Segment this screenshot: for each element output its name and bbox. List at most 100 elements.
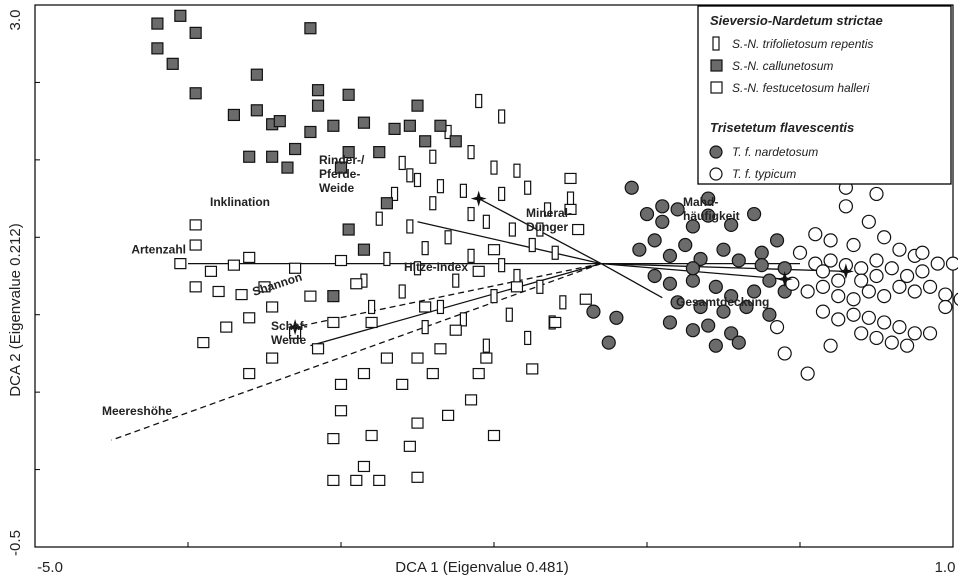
scatter-point-square [411, 417, 424, 429]
scatter-point-square [189, 281, 202, 293]
scatter-point-circle [716, 242, 731, 257]
scatter-point-square [390, 186, 399, 202]
scatter-point-square [421, 241, 429, 256]
scatter-point-square [498, 258, 506, 273]
scatter-point-square [289, 262, 302, 274]
scatter-point-circle [662, 276, 678, 291]
legend-marker-square [712, 36, 720, 51]
scatter-point-square [304, 22, 317, 35]
scatter-point-square [212, 285, 225, 298]
scatter-point-square [472, 265, 485, 277]
scatter-point-square [250, 104, 263, 117]
vector-label-line: Dünger [526, 220, 568, 234]
data-points [151, 9, 958, 487]
scatter-point-circle [854, 326, 869, 341]
scatter-point-circle [647, 268, 662, 284]
scatter-point-square [266, 150, 279, 163]
scatter-point-circle [716, 304, 731, 319]
scatter-point-circle [586, 304, 601, 319]
scatter-point-square [151, 17, 164, 30]
vector-label-line: Weide [271, 333, 306, 347]
scatter-point-square [549, 316, 562, 329]
scatter-point-circle [609, 310, 624, 325]
scatter-point-circle [601, 335, 616, 350]
vector-label: Rinder-/Pferde-Weide [319, 153, 365, 195]
vector-label-line: Inklination [210, 195, 270, 209]
scatter-point-circle [930, 256, 945, 271]
scatter-point-square [436, 299, 445, 315]
vector-label-line: Hitze-Index [404, 260, 468, 274]
scatter-point-circle [769, 320, 785, 335]
legend-item-label: T. f. typicum [732, 167, 796, 181]
scatter-point-square [513, 268, 521, 284]
scatter-point-circle [815, 264, 831, 279]
scatter-point-square [419, 301, 432, 313]
legend-item-label: S.-N. festucetosum halleri [732, 81, 870, 95]
legend-marker-square [710, 81, 723, 94]
scatter-point-circle [800, 366, 815, 381]
scatter-point-square [510, 281, 524, 293]
vector-label-line: Artenzahl [131, 243, 186, 257]
scatter-point-circle [869, 268, 884, 284]
legend-group-title-2: Trisetetum flavescentis [710, 120, 854, 135]
x-axis: -5.0 1.0 DCA 1 (Eigenvalue 0.481) [34, 542, 956, 576]
scatter-point-square [429, 196, 437, 211]
scatter-point-circle [854, 273, 869, 288]
vector-label: Hitze-Index [404, 260, 468, 274]
scatter-point-circle [662, 315, 678, 330]
scatter-point-circle [915, 245, 930, 260]
scatter-point-circle [907, 326, 922, 341]
scatter-point-square [411, 99, 424, 112]
scatter-point-square [467, 248, 475, 263]
scatter-point-square [357, 460, 371, 473]
environmental-vectors [111, 197, 846, 441]
legend-group-title-1: Sieversio-Nardetum strictae [710, 13, 883, 28]
scatter-point-square [406, 219, 414, 234]
vector-label: Artenzahl [131, 243, 186, 257]
scatter-point-circle [823, 338, 838, 353]
vector-label: Mineral-Dünger [526, 206, 572, 234]
scatter-point-circle [731, 253, 746, 268]
scatter-point-circle [815, 279, 831, 294]
scatter-point-square [564, 203, 577, 216]
scatter-point-square [304, 290, 317, 302]
scatter-point-square [413, 261, 422, 276]
scatter-point-square [426, 367, 439, 380]
scatter-point-circle [846, 292, 861, 307]
scatter-point-circle [831, 273, 846, 288]
scatter-point-square [281, 161, 294, 174]
vector-label-line: Shannon [251, 270, 304, 299]
scatter-point-square [334, 405, 348, 417]
scatter-point-circle [808, 227, 823, 242]
scatter-point-circle [800, 284, 815, 299]
scatter-point-circle [938, 299, 953, 315]
scatter-point-circle [892, 279, 907, 294]
vector-line [310, 262, 602, 347]
x-ticks [34, 542, 954, 547]
scatter-point-square [350, 278, 363, 290]
scatter-point-square [467, 206, 475, 222]
scatter-point-square [551, 245, 559, 260]
scatter-point-square [459, 183, 467, 198]
x-tick-label-max: 1.0 [935, 559, 956, 576]
scatter-point-square [227, 259, 240, 271]
scatter-point-circle [655, 199, 670, 214]
scatter-point-square [166, 57, 179, 70]
scatter-point-circle [701, 191, 716, 206]
scatter-point-circle [884, 335, 899, 350]
scatter-point-circle [769, 233, 785, 248]
vector-label: Schaf-Weide [271, 319, 308, 347]
scatter-point-circle [861, 310, 876, 325]
scatter-point-circle [731, 335, 746, 350]
scatter-point-square [442, 409, 455, 421]
scatter-point-circle [708, 279, 723, 294]
scatter-point-circle [724, 326, 739, 341]
scatter-point-square [327, 474, 340, 487]
scatter-point-square [174, 258, 187, 270]
scatter-point-square [411, 352, 424, 364]
legend-item-label: S.-N. callunetosum [732, 59, 833, 73]
scatter-point-circle [869, 186, 884, 202]
scatter-point-circle [739, 299, 754, 315]
scatter-point-circle [922, 326, 938, 341]
scatter-point-circle [907, 284, 922, 299]
